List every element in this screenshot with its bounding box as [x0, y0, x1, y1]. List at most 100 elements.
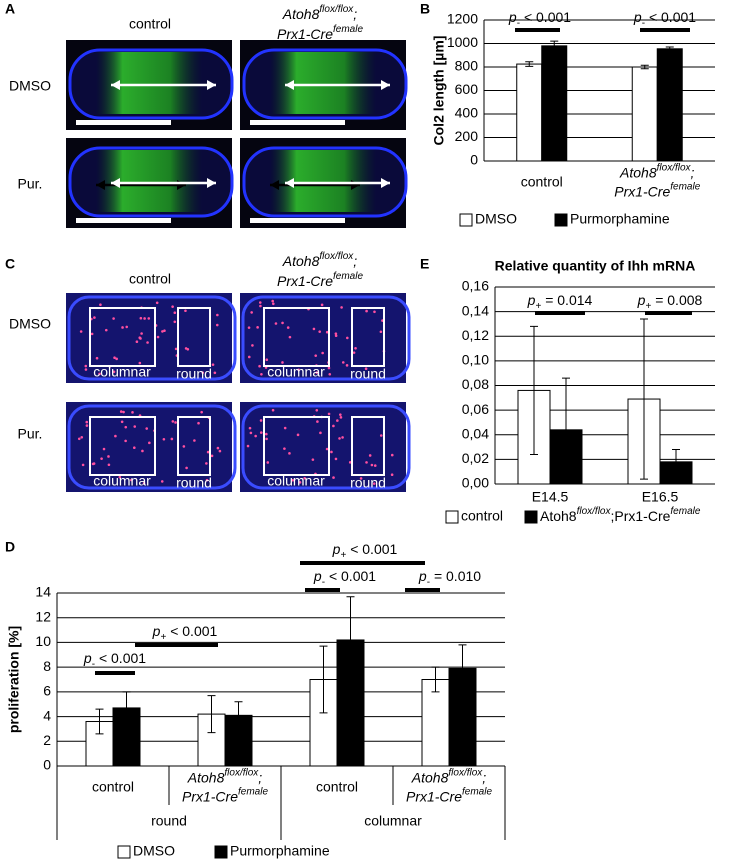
text-part: Atoh8 [540, 508, 577, 524]
cell-dot [77, 437, 81, 441]
text-part: p [332, 541, 341, 557]
text-part: < 0.001 [645, 9, 696, 25]
text-part: - [642, 18, 645, 29]
x-tick-label: Prx1-Crefemale [182, 787, 268, 805]
cell-dot [184, 309, 187, 313]
text-part: + [535, 301, 541, 312]
y-tick-label: 2 [43, 732, 51, 748]
error-bar [562, 377, 570, 483]
text-part: female [333, 24, 363, 35]
cell-dot [370, 463, 374, 467]
cell-dot [359, 477, 363, 480]
cell-dot [197, 421, 200, 425]
cell-dot [99, 303, 102, 307]
y-tick-label: 1200 [447, 11, 478, 27]
region-label: round [176, 475, 212, 491]
text-part: ; [258, 769, 262, 785]
scale-bar [250, 218, 345, 223]
cell-dot [330, 450, 333, 454]
error-bar [122, 691, 131, 725]
col2-stain [96, 52, 202, 114]
y-tick-label: 0,14 [462, 302, 489, 318]
panel-label: E [420, 256, 429, 272]
cell-dot [312, 327, 316, 331]
cell-dot [90, 332, 94, 336]
col2-stain [96, 150, 202, 212]
text-part: p [508, 9, 517, 25]
legend-swatch [117, 845, 131, 859]
cell-dot [271, 408, 275, 412]
cell-dot [205, 478, 209, 482]
text-part: flox/flox [319, 251, 354, 262]
cell-dot [338, 437, 341, 440]
region-box [177, 416, 211, 476]
y-tick-label: 10 [35, 633, 51, 649]
error-bar [234, 701, 243, 730]
text-part: + [160, 632, 166, 643]
x-tick-label: Atoh8flox/flox; [411, 768, 487, 786]
text-part: female [238, 787, 268, 798]
text-part: + [645, 301, 651, 312]
region-box [263, 307, 330, 367]
bar [516, 63, 543, 162]
legend-label: Atoh8flox/flox;Prx1-Crefemale [540, 506, 701, 524]
text-part: < 0.001 [95, 650, 146, 666]
cell-dot [104, 328, 108, 332]
cell-dot [161, 330, 164, 333]
legend-swatch [524, 510, 538, 524]
text-part: female [670, 506, 700, 517]
text-part: female [670, 182, 700, 193]
x-tick-label: control [92, 779, 134, 795]
cell-dot [115, 357, 118, 361]
y-tick-label: 1000 [447, 34, 478, 50]
text-part: Prx1-Cre [277, 26, 333, 42]
y-tick-label: 0,06 [462, 401, 489, 417]
cell-dot [320, 303, 324, 307]
region-box [89, 416, 156, 476]
significance-label: p+ = 0.014 [527, 292, 593, 312]
cell-dot [298, 481, 302, 484]
cell-dot [120, 420, 124, 424]
text-part: + [340, 550, 346, 561]
cell-dot [250, 311, 253, 314]
cell-dot [341, 361, 345, 364]
cell-dot [155, 301, 159, 305]
cell-dot [364, 367, 368, 370]
y-tick-label: 0 [43, 757, 51, 773]
cell-dot [354, 346, 357, 350]
x-tick-label: E14.5 [532, 489, 569, 505]
cell-dot [112, 370, 116, 374]
cell-dot [340, 306, 343, 309]
cell-dot [145, 427, 149, 430]
cell-dot [281, 321, 284, 325]
cell-dot [345, 364, 349, 367]
cell-dot [258, 301, 262, 304]
bar [631, 66, 658, 162]
text-part: p [637, 292, 646, 308]
cell-dot [346, 336, 349, 340]
column-label: control [129, 271, 171, 287]
cell-dot [365, 461, 368, 464]
text-part: p [313, 568, 322, 584]
cell-dot [193, 439, 196, 442]
cell-dot [266, 461, 270, 464]
legend-swatch [554, 213, 568, 227]
scale-bar [76, 218, 171, 223]
significance-label: p- < 0.001 [508, 9, 571, 29]
text-part: p [633, 9, 642, 25]
text-part: ; [353, 6, 357, 22]
cell-dot [325, 447, 329, 451]
cell-dot [112, 317, 115, 320]
y-tick-label: 0,10 [462, 352, 489, 368]
scale-bar [250, 500, 390, 504]
x-tick-label: control [521, 174, 563, 190]
cell-dot [365, 309, 368, 313]
x-tick-label: control [316, 779, 358, 795]
scale-bar [76, 500, 216, 504]
text-part: - [322, 577, 325, 588]
cell-dot [138, 361, 142, 365]
cell-dot [254, 434, 257, 438]
significance-label: p- < 0.001 [83, 650, 146, 670]
text-part: Prx1-Cre [182, 788, 238, 804]
text-part: < 0.001 [325, 568, 376, 584]
